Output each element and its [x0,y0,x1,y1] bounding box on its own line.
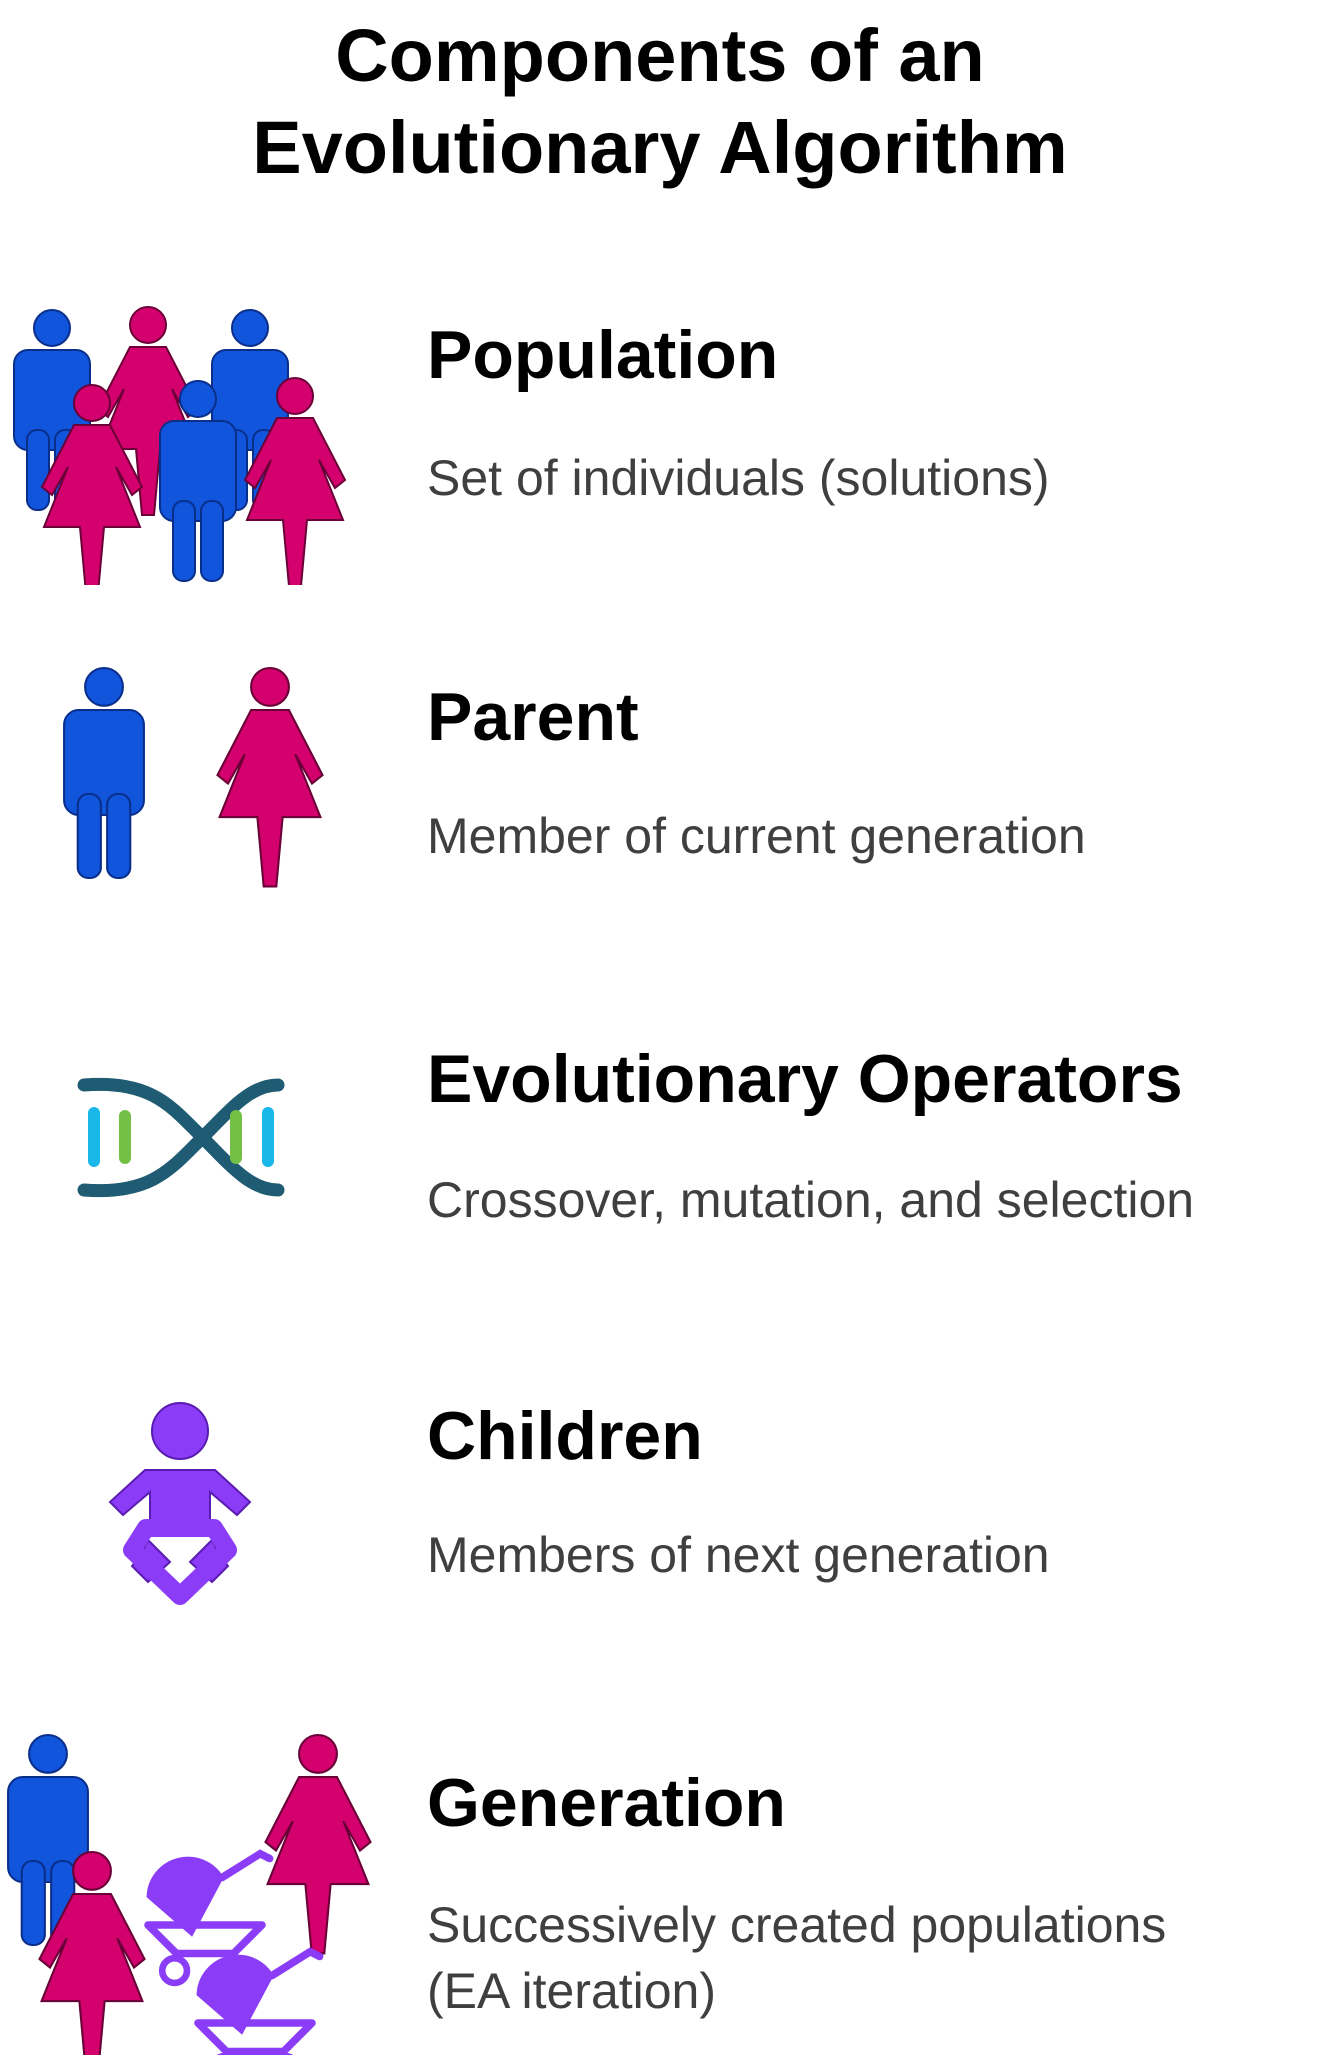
component-description: Member of current generation [427,808,1086,864]
component-title: Evolutionary Operators [427,1041,1183,1117]
dna-icon [77,1077,285,1198]
baby-icon [108,1402,252,1605]
component-parent: Parent Member of current generation [0,655,1344,905]
component-description: Members of next generation [427,1527,1050,1583]
component-title: Population [427,317,779,393]
component-population: Population Set of individuals (solutions… [0,285,1344,585]
component-description: Set of individuals (solutions) [427,450,1050,506]
title-line-1: Components of an [335,14,985,97]
component-description: Successively created populations (EA ite… [427,1892,1166,2024]
component-evolutionary-operators: Evolutionary Operators Crossover, mutati… [0,1025,1344,1275]
title-line-2: Evolutionary Algorithm [252,106,1068,189]
component-generation: Generation Successively created populati… [0,1725,1344,2055]
component-title: Children [427,1398,703,1474]
component-title: Parent [427,679,639,755]
page-title: Components of an Evolutionary Algorithm [0,10,1320,194]
component-children: Children Members of next generation [0,1390,1344,1640]
family-strollers-icon [7,1733,372,2055]
component-description: Crossover, mutation, and selection [427,1172,1195,1228]
parents-icon [63,666,324,888]
component-title: Generation [427,1765,786,1841]
description-line-1: Successively created populations [427,1897,1167,1953]
description-line-2: (EA iteration) [427,1963,717,2019]
population-icon [13,306,346,585]
